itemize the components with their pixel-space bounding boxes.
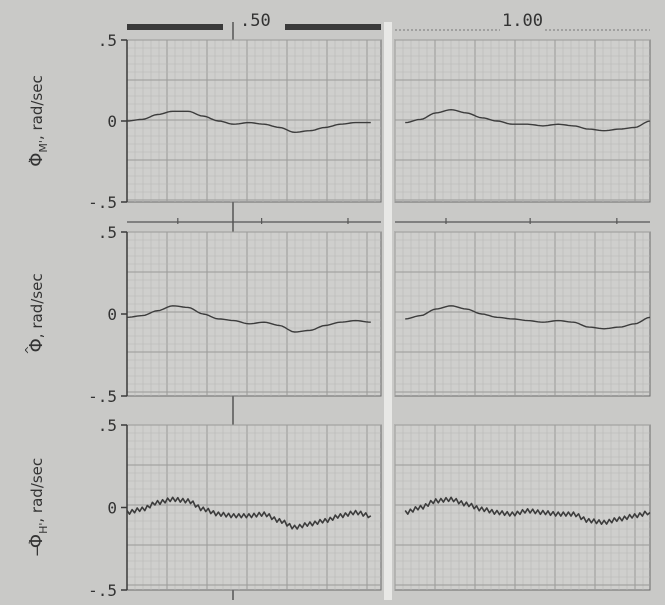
panel-frame	[126, 39, 382, 203]
y-axis-label-accent: ·	[23, 541, 36, 545]
trace-panel-2-segment-2	[405, 305, 651, 330]
panel-frame	[394, 424, 651, 591]
y-axis-label-separator: ,	[28, 329, 46, 339]
y-tick-label: .5	[98, 416, 117, 435]
y-axis-label: −·ΦH', rad/sec	[23, 458, 50, 557]
y-tick-label: .5	[98, 31, 117, 50]
trace-panel-3-segment-1	[126, 496, 372, 530]
y-axis-label-symbol: Φ	[26, 153, 47, 167]
y-tick-label: .5	[98, 223, 117, 242]
y-axis-label-separator: ,	[28, 513, 46, 523]
y-axis-label: ^Φ, rad/sec	[23, 273, 47, 354]
y-axis-label-subscript: H'	[37, 523, 50, 534]
y-axis-label-separator: ,	[28, 131, 46, 141]
y-axis-label-symbol: Φ	[26, 534, 47, 548]
y-axis-label-symbol: Φ	[26, 338, 47, 352]
y-axis-label-units: rad/sec	[28, 75, 46, 130]
y-tick-label: -.5	[88, 193, 117, 212]
y-axis-label-units: rad/sec	[28, 458, 46, 513]
y-tick-label: -.5	[88, 387, 117, 406]
panel-frame	[394, 231, 651, 397]
trace-panel-2-segment-1	[126, 305, 371, 333]
panel-frame	[126, 231, 382, 397]
y-axis-label-subscript: M'	[37, 140, 50, 153]
trace-panel-1-segment-1	[126, 110, 371, 133]
y-axis-label-prefix: −	[28, 545, 46, 558]
y-tick-label: -.5	[88, 581, 117, 600]
y-tick-label: 0	[107, 499, 117, 518]
y-axis-label: ·ΦM', rad/sec	[23, 75, 50, 166]
header-bar-segment	[285, 24, 381, 30]
header-label-left: .50	[240, 11, 271, 31]
trace-panel-1-segment-2	[405, 109, 651, 132]
header-label-right: 1.00	[502, 11, 543, 31]
y-tick-label: 0	[107, 112, 117, 131]
header-bar-segment	[127, 24, 223, 30]
panel-frame	[394, 39, 651, 203]
panel-frame	[126, 424, 382, 591]
y-axis-label-accent: ^	[23, 345, 36, 354]
y-axis-label-units: rad/sec	[28, 273, 46, 328]
y-tick-label: 0	[107, 305, 117, 324]
y-axis-label-accent: ·	[23, 160, 36, 164]
trace-panel-3-segment-2	[404, 496, 651, 525]
